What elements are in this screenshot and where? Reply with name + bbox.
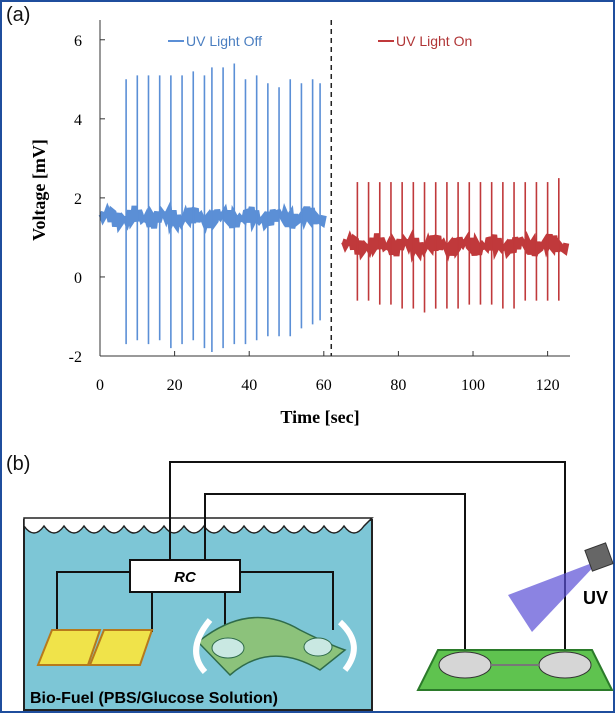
bend-arrow-right bbox=[337, 619, 357, 672]
water-surface-waves bbox=[23, 517, 374, 534]
x-tick-label: 100 bbox=[461, 377, 485, 394]
y-tick-label: 4 bbox=[74, 112, 82, 129]
x-tick-label: 0 bbox=[96, 377, 104, 394]
chart-marks bbox=[98, 20, 570, 356]
uv-label: UV bbox=[583, 588, 608, 608]
uv-lamp bbox=[584, 542, 614, 572]
uv-electrode-right bbox=[538, 651, 592, 679]
x-tick-label: 120 bbox=[536, 377, 560, 394]
axis-ticks: 0 20 40 60 80 100 120 -2 0 2 4 6 bbox=[69, 33, 560, 394]
fuel-electrode-left bbox=[36, 629, 102, 666]
x-tick-label: 20 bbox=[167, 377, 183, 394]
rc-box bbox=[129, 559, 241, 593]
bend-arrow-left bbox=[193, 618, 213, 675]
uv-electrode-left bbox=[438, 651, 492, 679]
y-tick-label: -2 bbox=[69, 349, 82, 366]
y-tick-label: 0 bbox=[74, 270, 82, 287]
x-tick-label: 40 bbox=[241, 377, 257, 394]
y-tick-label: 6 bbox=[74, 33, 82, 50]
fuel-electrode-right bbox=[88, 629, 154, 666]
bio-fuel-label: Bio-Fuel (PBS/Glucose Solution) bbox=[30, 690, 278, 707]
x-axis-label: Time [sec] bbox=[280, 407, 359, 427]
series-uv-on bbox=[341, 178, 570, 313]
legend-label-on: UV Light On bbox=[396, 33, 472, 49]
voltage-chart: 0 20 40 60 80 100 120 -2 0 2 4 6 Time [sec] Voltage… bbox=[29, 20, 570, 427]
y-axis-label: Voltage [mV] bbox=[29, 139, 49, 241]
x-tick-label: 60 bbox=[316, 377, 332, 394]
film-bulb-left bbox=[211, 637, 245, 659]
wire-right bbox=[240, 571, 334, 630]
bio-fuel-beaker bbox=[23, 519, 373, 711]
x-tick-label: 80 bbox=[390, 377, 406, 394]
wire-inner bbox=[204, 493, 466, 660]
wire-left bbox=[56, 571, 130, 630]
rc-label: RC bbox=[174, 569, 197, 586]
panel-b-label: (b) bbox=[6, 453, 31, 475]
uv-beam bbox=[508, 560, 600, 632]
panel-a-label: (a) bbox=[6, 4, 31, 26]
series-uv-off bbox=[98, 63, 327, 353]
legend-label-off: UV Light Off bbox=[186, 33, 262, 49]
y-tick-label: 2 bbox=[74, 191, 82, 208]
film-bulb-right bbox=[303, 637, 333, 657]
wire-outer bbox=[169, 461, 566, 660]
